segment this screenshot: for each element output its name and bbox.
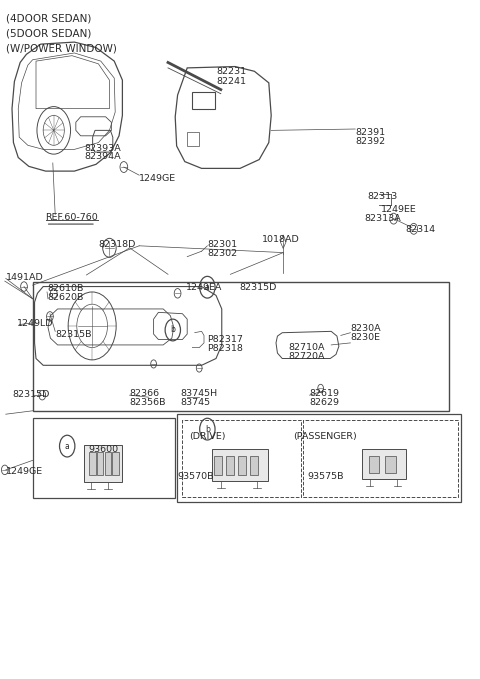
Text: 82393A: 82393A <box>84 143 121 153</box>
Text: 93600: 93600 <box>89 445 119 454</box>
Bar <box>89 452 96 475</box>
Text: 82315D: 82315D <box>239 283 276 293</box>
Text: 82318D: 82318D <box>98 240 136 249</box>
Text: 1249EE: 1249EE <box>381 204 416 214</box>
Bar <box>97 452 103 475</box>
Text: (W/POWER WINDOW): (W/POWER WINDOW) <box>6 43 117 54</box>
Text: 82302: 82302 <box>207 249 238 258</box>
Text: 82315B: 82315B <box>55 329 92 339</box>
Bar <box>226 456 234 475</box>
Text: 1018AD: 1018AD <box>262 234 300 244</box>
Text: 82313: 82313 <box>367 192 397 202</box>
Text: 1249GE: 1249GE <box>6 466 43 476</box>
Text: 82315D: 82315D <box>12 390 49 399</box>
Bar <box>112 452 119 475</box>
Bar <box>369 456 379 473</box>
Text: 1249LD: 1249LD <box>17 318 54 328</box>
Text: P82317: P82317 <box>207 335 243 344</box>
Text: a: a <box>205 282 210 292</box>
Text: 82241: 82241 <box>216 77 246 86</box>
Text: 82231: 82231 <box>216 67 246 77</box>
Text: 82394A: 82394A <box>84 152 120 162</box>
Bar <box>105 452 111 475</box>
Text: 82629: 82629 <box>310 398 340 407</box>
Text: P82318: P82318 <box>207 344 243 353</box>
Text: 82314: 82314 <box>406 225 436 234</box>
Text: 8230A: 8230A <box>350 324 381 333</box>
Bar <box>33 418 175 498</box>
Bar <box>182 420 301 497</box>
Text: REF.60-760: REF.60-760 <box>46 213 98 222</box>
Text: 82391: 82391 <box>355 128 385 137</box>
Text: (PASSENGER): (PASSENGER) <box>293 432 357 441</box>
Text: 82620B: 82620B <box>47 293 84 302</box>
Text: a: a <box>65 441 70 451</box>
Text: 93575B: 93575B <box>307 472 344 481</box>
Text: (DRIVE): (DRIVE) <box>190 432 226 441</box>
Bar <box>33 282 449 411</box>
Text: 83745H: 83745H <box>180 389 217 399</box>
Bar <box>177 414 461 502</box>
Text: b: b <box>205 424 210 434</box>
Text: 1249GE: 1249GE <box>139 174 176 183</box>
Text: 1249EA: 1249EA <box>186 283 223 293</box>
Bar <box>212 449 268 481</box>
Text: (4DOOR SEDAN): (4DOOR SEDAN) <box>6 14 91 24</box>
Bar <box>84 445 122 482</box>
Text: 82313A: 82313A <box>365 214 402 223</box>
Bar <box>303 420 458 497</box>
Text: b: b <box>170 325 175 335</box>
Text: 82720A: 82720A <box>288 352 324 361</box>
Text: 82301: 82301 <box>207 240 238 249</box>
Text: 83745: 83745 <box>180 398 210 407</box>
Bar <box>238 456 246 475</box>
Bar <box>214 456 222 475</box>
Text: 1491AD: 1491AD <box>6 272 44 282</box>
Bar <box>250 456 258 475</box>
Text: 93570B: 93570B <box>178 472 214 481</box>
Text: 82610B: 82610B <box>47 284 84 293</box>
Text: 8230E: 8230E <box>350 333 380 342</box>
Bar <box>187 132 199 146</box>
Text: 82619: 82619 <box>310 389 340 399</box>
Text: 82366: 82366 <box>130 389 160 399</box>
Bar <box>192 92 215 109</box>
Text: 82356B: 82356B <box>130 398 166 407</box>
Text: (5DOOR SEDAN): (5DOOR SEDAN) <box>6 29 91 39</box>
Text: 82710A: 82710A <box>288 343 324 352</box>
Bar <box>362 449 406 479</box>
Text: 82392: 82392 <box>355 137 385 147</box>
Bar <box>385 456 396 473</box>
